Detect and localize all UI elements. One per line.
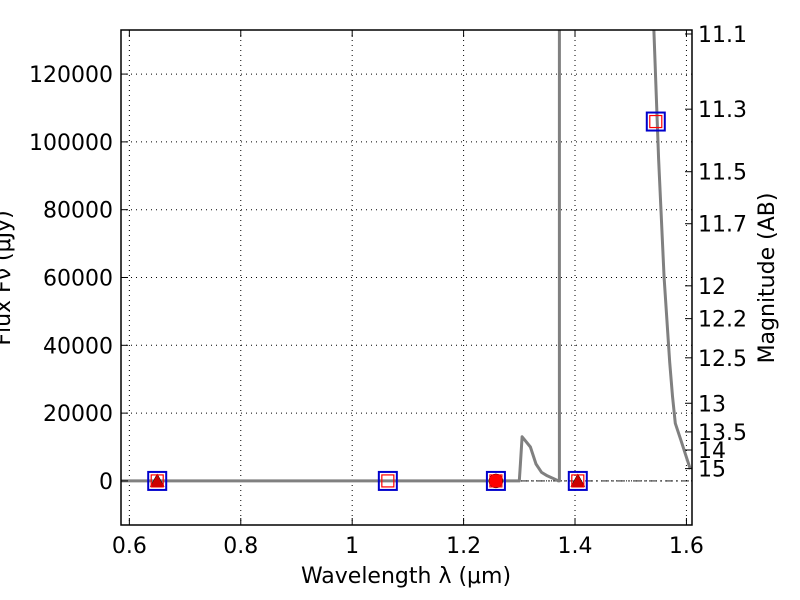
x-tick-label: 1.2 — [446, 534, 481, 559]
y-tick-label: 40000 — [43, 334, 113, 359]
x-axis: 0.6 0.8 1 1.2 1.4 1.6 — [112, 30, 704, 559]
y-tick-label: 20000 — [43, 402, 113, 427]
circle-marker — [488, 473, 504, 489]
y-tick-label: 120000 — [29, 63, 113, 88]
spectrum-line — [652, 30, 692, 470]
y2-tick-label: 13 — [698, 392, 726, 417]
y2-tick-label: 13.5 — [698, 421, 747, 446]
red-square-marker — [150, 474, 164, 488]
y2-tick-label: 14 — [698, 439, 726, 464]
x-axis-label: Wavelength λ (μm) — [301, 564, 511, 589]
x-tick-label: 1 — [345, 534, 359, 559]
x-tick-label: 0.8 — [223, 534, 258, 559]
x-tick-label: 1.6 — [669, 534, 704, 559]
y2-tick-label: 11.5 — [698, 161, 747, 186]
y2-tick-label: 15 — [698, 458, 726, 483]
blue-square-marker — [645, 111, 666, 132]
red-square-marker — [489, 474, 503, 488]
y-tick-label: 100000 — [29, 131, 113, 156]
y2-axis-label: Magnitude (AB) — [755, 193, 780, 364]
y-tick-label: 80000 — [43, 199, 113, 224]
red-square-marker — [571, 474, 585, 488]
red-square-marker — [649, 114, 663, 129]
y-tick-label: 0 — [99, 470, 113, 495]
blue-square-marker — [485, 470, 506, 491]
x-tick-label: 1.4 — [558, 534, 593, 559]
spectrum-line — [121, 30, 561, 483]
y2-tick-label: 12.5 — [698, 347, 747, 372]
red-square-marker — [381, 474, 395, 488]
y2-tick-label: 12 — [698, 275, 726, 300]
triangle-marker — [570, 473, 586, 487]
y-axis-label: Flux Fν (μJy) — [0, 210, 16, 345]
grid — [121, 30, 692, 525]
y2-tick-label: 11.3 — [698, 98, 747, 123]
y2-tick-label: 12.2 — [698, 308, 747, 333]
series-group — [121, 30, 692, 491]
blue-square-marker — [147, 470, 168, 491]
blue-square-marker — [567, 470, 588, 491]
blue-square-marker — [377, 470, 398, 491]
y-axis: 0 20000 40000 60000 80000 100000 120000 — [29, 63, 128, 495]
y2-tick-label: 11.1 — [698, 23, 747, 48]
x-tick-label: 0.6 — [112, 534, 147, 559]
y2-tick-label: 11.7 — [698, 213, 747, 238]
y-tick-label: 60000 — [43, 267, 113, 292]
